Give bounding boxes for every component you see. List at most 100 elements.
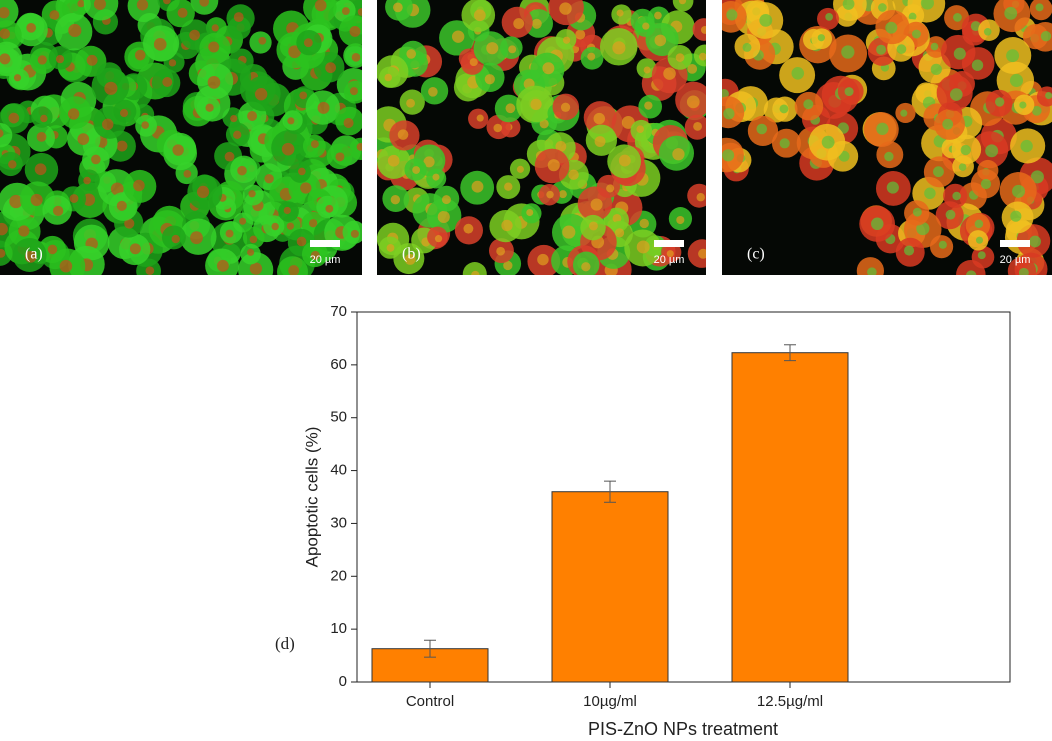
nucleus	[654, 11, 662, 20]
nucleus	[642, 22, 650, 30]
nucleus	[116, 200, 127, 211]
nucleus	[693, 121, 702, 131]
cell	[0, 41, 23, 74]
nucleus	[287, 117, 295, 125]
cell	[127, 0, 161, 23]
nucleus	[938, 240, 947, 249]
nucleus	[249, 262, 263, 275]
nucleus	[838, 150, 850, 162]
nucleus	[575, 29, 586, 40]
nucleus	[562, 225, 576, 239]
nucleus	[171, 234, 180, 244]
nucleus	[698, 248, 706, 259]
nucleus	[9, 194, 23, 209]
nucleus	[343, 117, 354, 128]
nucleus	[145, 266, 155, 275]
y-tick-label: 20	[330, 567, 347, 584]
nucleus	[141, 121, 150, 129]
nucleus	[675, 53, 685, 62]
nucleus	[129, 243, 141, 255]
cell	[83, 0, 119, 21]
nucleus	[903, 245, 915, 256]
nucleus	[91, 154, 101, 165]
nucleus	[513, 18, 525, 29]
nucleus	[985, 144, 999, 158]
nucleus	[977, 251, 986, 260]
cell	[1007, 256, 1037, 275]
nucleus	[779, 138, 790, 149]
nucleus	[13, 74, 22, 82]
nucleus	[686, 95, 700, 109]
scale-bar	[654, 240, 684, 247]
nucleus	[119, 109, 129, 118]
nucleus	[1035, 3, 1044, 12]
nucleus	[678, 0, 687, 5]
nucleus	[1010, 210, 1022, 222]
nucleus	[299, 91, 308, 100]
nucleus	[199, 0, 210, 7]
nucleus	[700, 25, 706, 34]
nucleus	[723, 108, 735, 120]
nucleus	[503, 260, 513, 271]
plot-frame	[356, 311, 1011, 683]
x-tick-label: 12.5µg/ml	[757, 693, 823, 710]
nucleus	[505, 103, 516, 114]
nucleus	[654, 34, 667, 47]
nucleus	[216, 259, 229, 272]
x-tick-label: 10µg/ml	[583, 693, 637, 710]
y-tick-label: 40	[330, 462, 347, 479]
nucleus	[298, 167, 306, 176]
nucleus	[406, 49, 417, 59]
nucleus	[953, 47, 966, 60]
nucleus	[547, 159, 560, 172]
nucleus	[473, 9, 486, 22]
nucleus	[742, 42, 752, 52]
nucleus	[314, 0, 327, 12]
nucleus	[966, 270, 977, 275]
nucleus	[568, 169, 579, 180]
nucleus	[249, 235, 258, 244]
nucleus	[867, 267, 877, 275]
panel-label: (a)	[25, 246, 43, 263]
nucleus	[975, 236, 984, 244]
nucleus	[350, 229, 359, 238]
nucleus	[587, 52, 596, 61]
nucleus	[842, 0, 855, 10]
nucleus	[493, 123, 502, 133]
nucleus	[885, 21, 898, 34]
nucleus	[606, 184, 615, 193]
nucleus	[886, 181, 899, 194]
nucleus	[1030, 170, 1044, 184]
nucleus	[508, 45, 517, 54]
cell	[856, 257, 884, 275]
nucleus	[911, 29, 921, 39]
scale-label: 20 µm	[1000, 254, 1031, 266]
nucleus	[636, 125, 645, 133]
nucleus	[254, 88, 268, 101]
nucleus	[908, 12, 917, 21]
nucleus	[357, 8, 362, 16]
y-tick-label: 0	[339, 673, 347, 690]
nucleus	[349, 87, 358, 96]
nucleus	[271, 222, 279, 231]
scale-bar	[310, 240, 340, 247]
nucleus	[896, 44, 907, 54]
nucleus	[531, 18, 542, 29]
nucleus	[0, 53, 11, 65]
nucleus	[162, 77, 173, 88]
nucleus	[593, 112, 606, 125]
nucleus	[974, 219, 984, 229]
nucleus	[698, 52, 706, 61]
nucleus	[104, 81, 118, 95]
nucleus	[469, 58, 478, 67]
nucleus	[486, 42, 499, 55]
nucleus	[953, 13, 962, 22]
nucleus	[34, 163, 47, 176]
nucleus	[994, 97, 1005, 107]
bar	[731, 352, 849, 683]
nucleus	[225, 229, 234, 238]
nucleus	[1009, 73, 1024, 88]
nucleus	[52, 205, 64, 217]
nucleus	[1040, 31, 1052, 42]
nucleus	[325, 62, 337, 74]
